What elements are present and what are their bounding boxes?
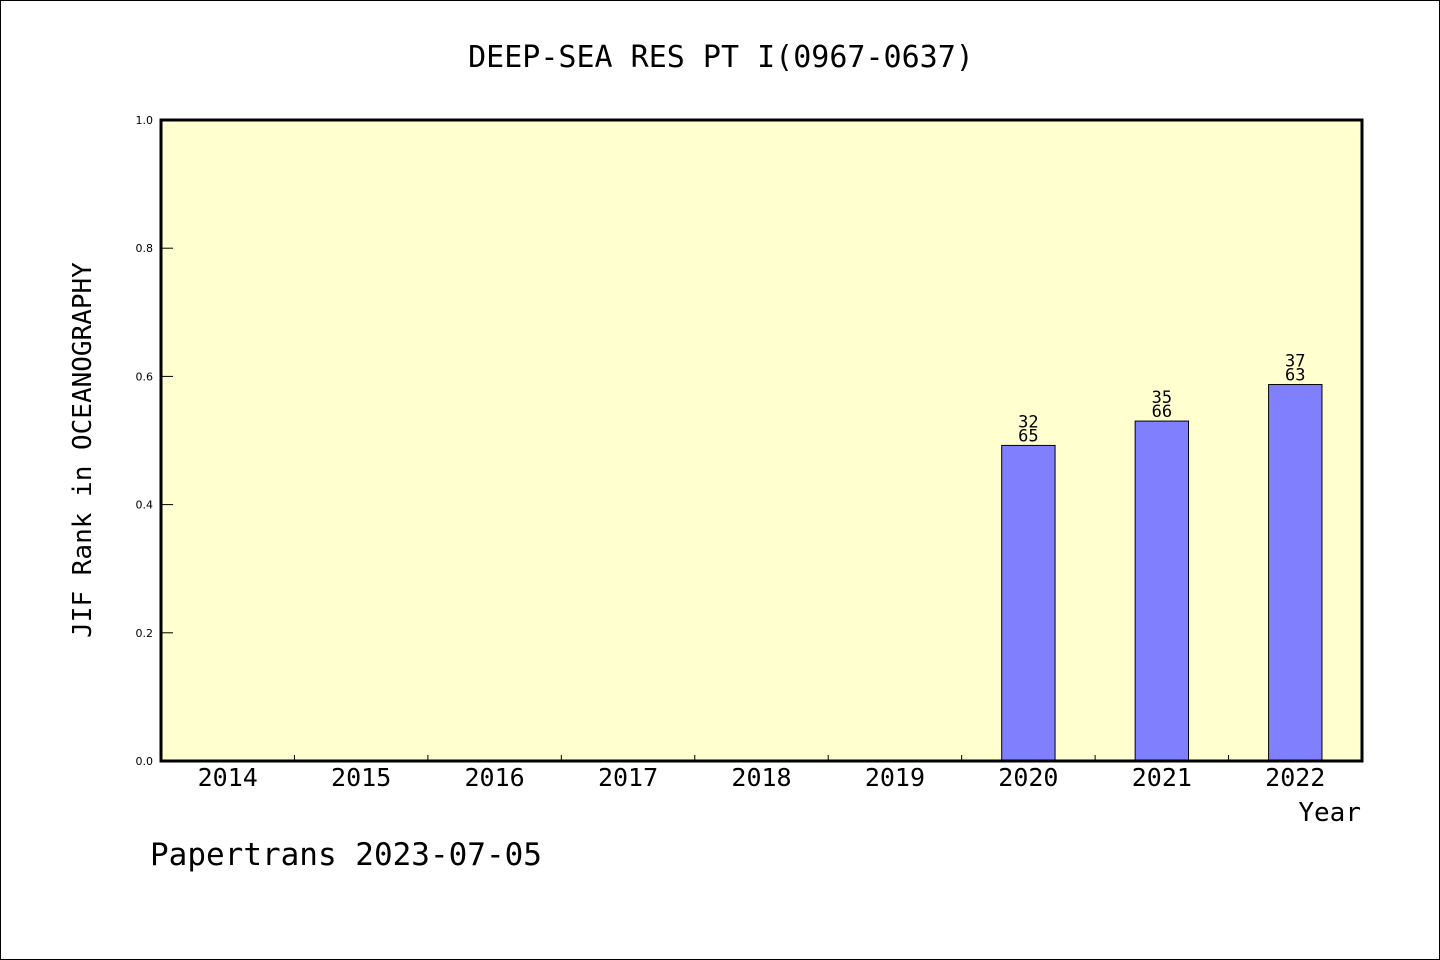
- y-tick-label: 1.0: [136, 114, 154, 127]
- x-tick-label: 2015: [331, 763, 391, 792]
- plot-frame: [159, 118, 1364, 763]
- y-tick-label: 0.6: [136, 370, 154, 383]
- y-tick-label: 0.4: [136, 499, 154, 512]
- x-tick-label: 2022: [1265, 763, 1325, 792]
- x-axis-label: Year: [1298, 798, 1361, 828]
- footer-text: Papertrans 2023-07-05: [150, 837, 542, 873]
- bar: [1001, 444, 1056, 762]
- bar-label-total: 66: [1152, 402, 1172, 422]
- x-tick-label: 2018: [731, 763, 791, 792]
- y-tick-label: 0.2: [136, 627, 154, 640]
- y-tick-label: 0.0: [136, 755, 154, 768]
- x-tick-label: 2017: [598, 763, 658, 792]
- chart-title: DEEP-SEA RES PT I(0967-0637): [468, 40, 974, 75]
- x-tick-label: 2014: [198, 763, 258, 792]
- bar-label-total: 65: [1018, 426, 1038, 446]
- bar-label-rank: 37: [1285, 352, 1305, 372]
- x-tick-label: 2020: [998, 763, 1058, 792]
- bar-label-rank: 32: [1018, 412, 1038, 432]
- x-tick-label: 2021: [1132, 763, 1192, 792]
- y-axis-label: JIF Rank in OCEANOGRAPHY: [68, 262, 98, 638]
- x-tick-label: 2019: [865, 763, 925, 792]
- y-tick-label: 0.8: [136, 242, 154, 255]
- bar-label-total: 63: [1285, 366, 1305, 386]
- x-tick-label: 2016: [465, 763, 525, 792]
- bar-label-rank: 35: [1152, 388, 1172, 408]
- bar: [1268, 384, 1323, 762]
- bar: [1134, 420, 1190, 762]
